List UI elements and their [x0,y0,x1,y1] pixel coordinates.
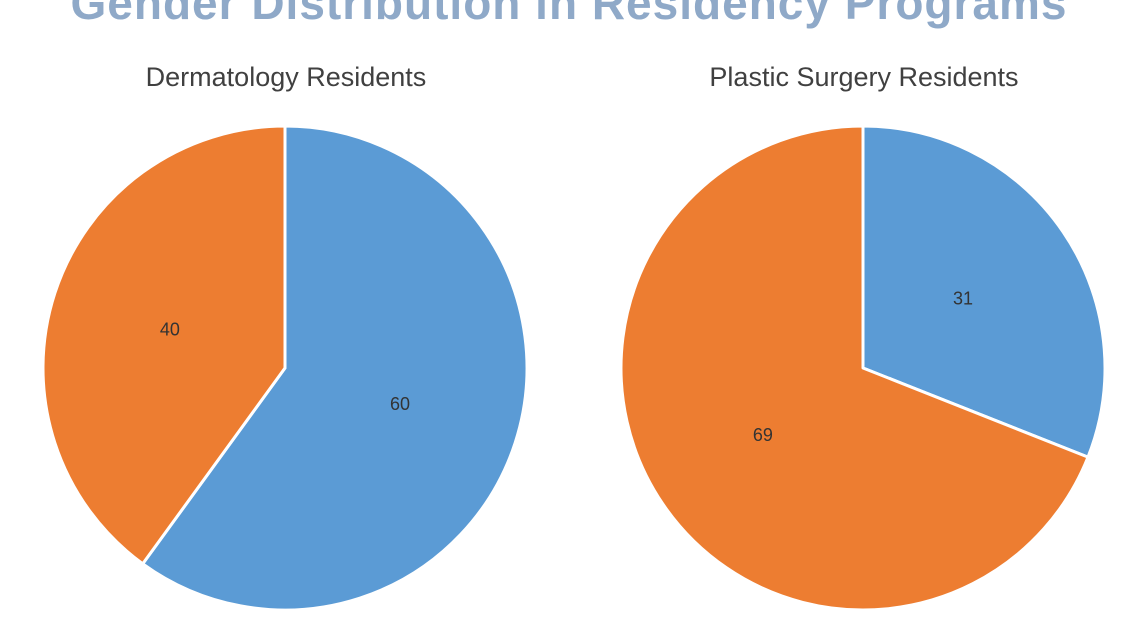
plastic-surgery-slice-blue [861,124,1107,459]
plastic-surgery-label-69: 69 [753,425,773,445]
dermatology-label-40: 40 [160,319,180,339]
dermatology-slice-orange [41,124,287,566]
dermatology-slice-blue [141,124,529,612]
dermatology-pie: 60 40 [41,124,529,612]
plastic-surgery-label-31: 31 [953,289,973,309]
dermatology-chart-title: Dermatology Residents [145,62,427,92]
dermatology-label-60: 60 [390,394,410,414]
plastic-surgery-chart-title: Plastic Surgery Residents [709,62,1019,92]
main-title: Gender Distribution in Residency Program… [70,0,1068,29]
plastic-surgery-slice-orange [619,124,1090,612]
plastic-surgery-pie: 31 69 [619,124,1107,612]
